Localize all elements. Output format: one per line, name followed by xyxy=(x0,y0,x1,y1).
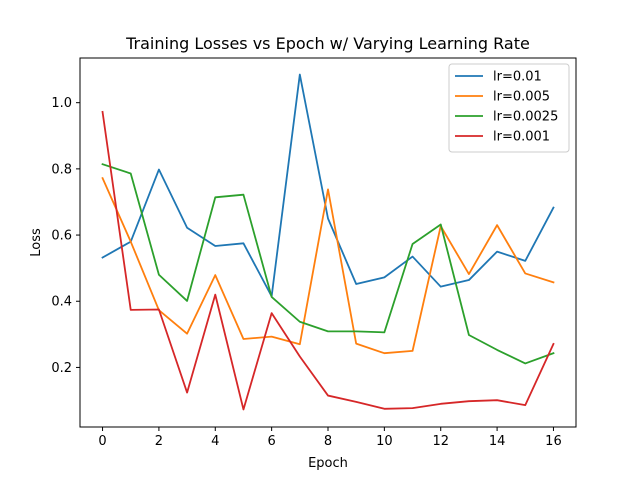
x-tick-label: 14 xyxy=(489,434,506,449)
legend: lr=0.01 lr=0.005 lr=0.0025 lr=0.001 xyxy=(448,63,570,153)
y-tick-label: 0.2 xyxy=(51,361,72,376)
y-tick-label: 0.8 xyxy=(51,162,72,177)
series-line-2 xyxy=(101,163,555,365)
legend-label-0: lr=0.01 xyxy=(493,70,542,85)
x-tick-label: 0 xyxy=(98,434,106,449)
chart-title: Training Losses vs Epoch w/ Varying Lear… xyxy=(125,34,530,53)
legend-box xyxy=(448,63,570,153)
series-line-3 xyxy=(101,110,555,411)
y-tick-label: 0.4 xyxy=(51,295,72,310)
y-tick-label: 1.0 xyxy=(51,96,72,111)
x-tick-label: 2 xyxy=(155,434,163,449)
x-tick-label: 6 xyxy=(267,434,275,449)
x-tick-label: 4 xyxy=(211,434,219,449)
axes: 0 2 4 6 8 10 12 14 16 0.2 0.4 0.6 0.8 1.0 xyxy=(51,57,577,449)
y-tick-label: 0.6 xyxy=(51,229,72,244)
y-axis-label: Loss xyxy=(29,228,44,257)
x-tick-label: 16 xyxy=(545,434,562,449)
x-tick-label: 8 xyxy=(324,434,332,449)
series-layer xyxy=(101,73,555,411)
x-tick-label: 12 xyxy=(432,434,449,449)
series-line-0 xyxy=(101,73,555,298)
series-line-1 xyxy=(101,176,555,355)
legend-label-3: lr=0.001 xyxy=(493,130,550,145)
legend-label-2: lr=0.0025 xyxy=(493,110,558,125)
legend-label-1: lr=0.005 xyxy=(493,90,550,105)
x-tick-label: 10 xyxy=(376,434,393,449)
x-axis-label: Epoch xyxy=(308,456,348,471)
